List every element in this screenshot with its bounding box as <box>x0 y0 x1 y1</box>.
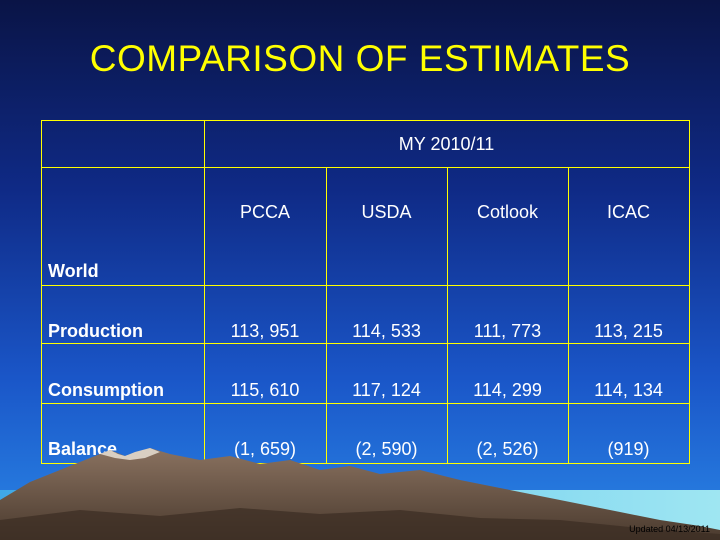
slide-title: COMPARISON OF ESTIMATES <box>89 38 631 79</box>
table-row: Production 113, 951 114, 533 111, 773 11… <box>42 285 689 344</box>
row-label-production: Production <box>48 321 143 341</box>
col-header-usda: USDA <box>361 202 412 222</box>
estimates-table: MY 2010/11 PCCA USDA Cotlook ICAC World … <box>41 120 690 464</box>
updated-date: Updated 04/13/2011 <box>629 524 710 534</box>
col-header-icac: ICAC <box>606 202 650 222</box>
group-header: MY 2010/11 <box>398 134 495 154</box>
row-label-balance: Balance <box>48 439 118 459</box>
cell-consumption-cotlook: 114, 299 <box>473 380 542 400</box>
cell-consumption-usda: 117, 124 <box>352 380 421 400</box>
cell-production-pcca: 113, 951 <box>230 321 300 341</box>
cell-balance-cotlook: (2, 526) <box>476 439 539 459</box>
cell-balance-pcca: (1, 659) <box>233 439 297 459</box>
table-row: Balance (1, 659) (2, 590) (2, 526) (919) <box>42 403 689 464</box>
col-header-pcca: PCCA <box>239 202 290 222</box>
col-header-cotlook: Cotlook <box>476 202 539 222</box>
cell-production-usda: 114, 533 <box>352 321 421 341</box>
section-label-world: World <box>48 261 99 281</box>
mountain-landscape <box>0 448 720 540</box>
cell-consumption-pcca: 115, 610 <box>230 380 300 400</box>
cell-production-cotlook: 111, 773 <box>473 321 542 341</box>
cell-production-icac: 113, 215 <box>594 321 663 341</box>
row-label-consumption: Consumption <box>48 380 164 400</box>
cell-balance-icac: (919) <box>607 439 650 459</box>
cell-consumption-icac: 114, 134 <box>594 380 663 400</box>
cell-balance-usda: (2, 590) <box>355 439 418 459</box>
column-header-row: PCCA USDA Cotlook ICAC World <box>42 167 689 286</box>
group-header-row: MY 2010/11 <box>42 121 689 167</box>
table-row: Consumption 115, 610 117, 124 114, 299 1… <box>42 343 689 404</box>
